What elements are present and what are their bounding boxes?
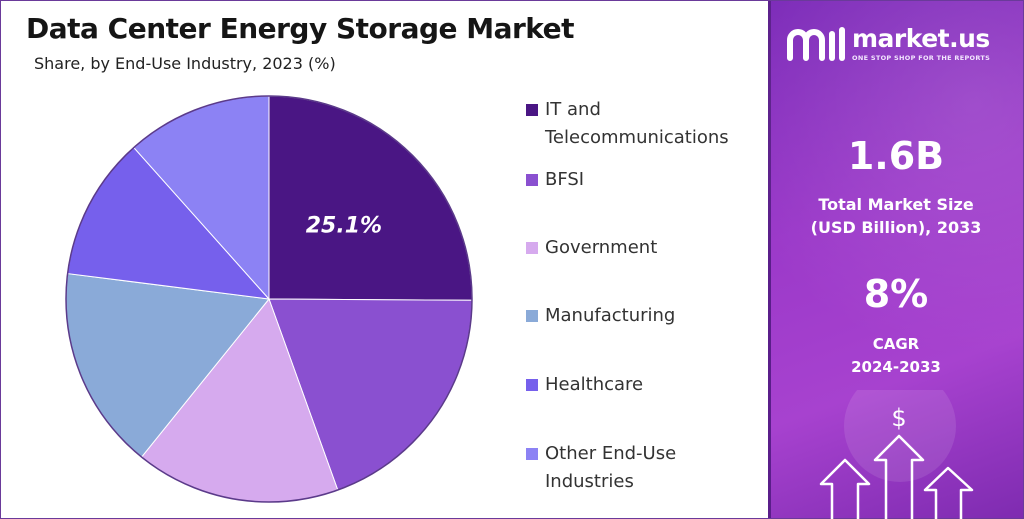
legend-label: Healthcare [545,371,760,399]
legend-swatch [526,174,538,186]
legend-label: Other End-Use Industries [545,440,760,496]
legend-label: BFSI [545,166,760,194]
legend-swatch [526,104,538,116]
legend-label-line: Manufacturing [545,305,676,326]
legend-label-line: Industries [545,471,634,492]
legend-label-line: Telecommunications [545,127,729,148]
cagr-label-line-2: 2024-2033 [851,358,941,376]
legend-label-line: Government [545,237,658,258]
cagr-label-line-1: CAGR [872,335,920,353]
market-size-label-line-1: Total Market Size [818,195,974,214]
growth-arrows-icon: $ [819,390,974,519]
brand-tagline: ONE STOP SHOP FOR THE REPORTS [852,54,991,62]
legend-label-line: Other End-Use [545,443,677,464]
market-size-value: 1.6B [847,134,945,178]
cagr-label: CAGR 2024-2033 [768,333,1024,379]
legend-label-line: IT and [545,99,601,120]
chart-legend: IT and Telecommunications BFSI Government Ma… [526,0,762,519]
legend-label: IT and Telecommunications [545,96,760,152]
brand-name: market.us [852,24,990,53]
chart-panel: Data Center Energy Storage Market Share,… [26,0,762,519]
legend-swatch [526,379,538,391]
legend-label-line: Healthcare [545,374,644,395]
market-size-label: Total Market Size (USD Billion), 2033 [768,193,1024,239]
chart-title: Data Center Energy Storage Market [26,12,575,45]
pie-outline [65,95,473,503]
legend-swatch [526,448,538,460]
pie-chart: 25.1% [65,95,473,503]
pie-slice-label-0: 25.1% [306,214,382,239]
chart-subtitle: Share, by End-Use Industry, 2023 (%) [34,54,336,73]
dollar-icon: $ [891,404,906,432]
market-us-logo-icon [787,27,845,61]
stats-panel: market.us ONE STOP SHOP FOR THE REPORTS … [768,0,1024,519]
legend-label: Government [545,234,760,262]
legend-label: Manufacturing [545,302,760,330]
legend-label-line: BFSI [545,169,585,190]
cagr-value: 8% [863,272,929,316]
legend-swatch [526,310,538,322]
market-size-label-line-2: (USD Billion), 2033 [810,218,982,237]
legend-swatch [526,242,538,254]
